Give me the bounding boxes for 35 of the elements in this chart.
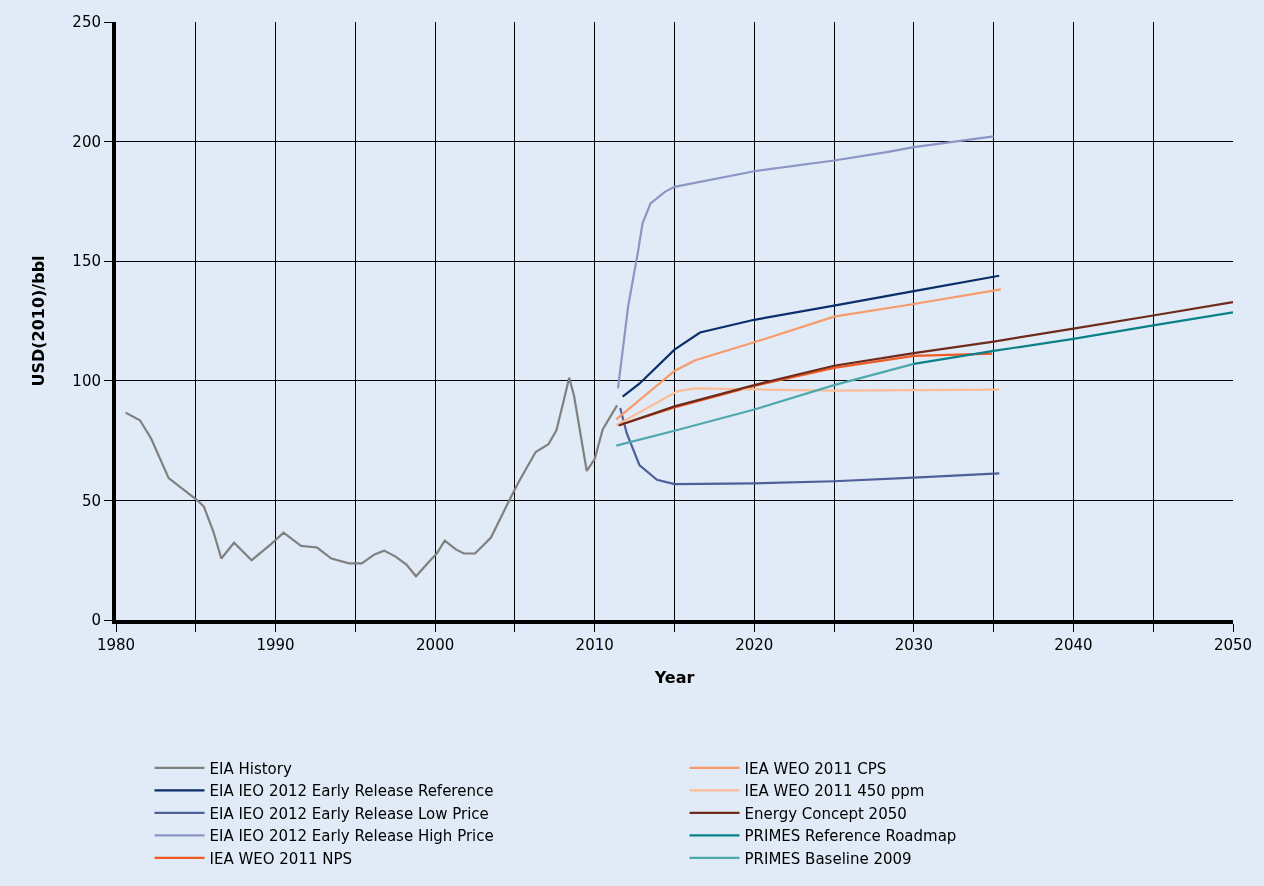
y-tick-label: 150 [72, 252, 101, 271]
legend-label: EIA IEO 2012 Early Release Reference [209, 782, 494, 801]
y-tick-label: 250 [72, 13, 101, 32]
x-tick-label: 2020 [735, 636, 774, 654]
legend-label: PRIMES Baseline 2009 [744, 849, 912, 868]
x-axis-title: Year [653, 668, 695, 688]
y-tick-label: 0 [91, 611, 101, 630]
line-series [912, 311, 1233, 365]
legend-label: Energy Concept 2050 [744, 804, 907, 823]
line-series [619, 406, 1001, 486]
x-tick-label: 2050 [1213, 636, 1253, 654]
y-axis-title: USD(2010)/bbl [28, 255, 48, 387]
x-tick-label: 2040 [1054, 636, 1093, 654]
y-tick-label: 100 [72, 372, 101, 391]
legend-label: PRIMES Reference Roadmap [744, 827, 957, 846]
x-tick-label: 2000 [416, 636, 455, 654]
x-tick-label: 1980 [96, 636, 136, 654]
legend-label: IEA WEO 2011 450 ppm [744, 782, 925, 801]
x-tick-label: 1990 [256, 636, 295, 654]
legend-label: EIA History [209, 759, 292, 778]
x-tick-label: 2030 [894, 636, 933, 654]
line-series [615, 288, 1002, 421]
legend-label: IEA WEO 2011 CPS [744, 759, 887, 778]
line-series [615, 362, 915, 447]
line-series [617, 301, 1233, 427]
x-tick-label: 2010 [575, 636, 614, 654]
line-series [124, 376, 619, 578]
line-series [615, 387, 1001, 427]
legend-label: IEA WEO 2011 NPS [209, 849, 353, 868]
legend-label: EIA IEO 2012 Early Release High Price [209, 827, 494, 846]
legend-label: EIA IEO 2012 Early Release Low Price [209, 804, 489, 823]
y-tick-label: 200 [72, 132, 101, 151]
y-tick-label: 50 [81, 491, 101, 510]
line-series [616, 135, 995, 390]
line-series [621, 274, 1001, 398]
